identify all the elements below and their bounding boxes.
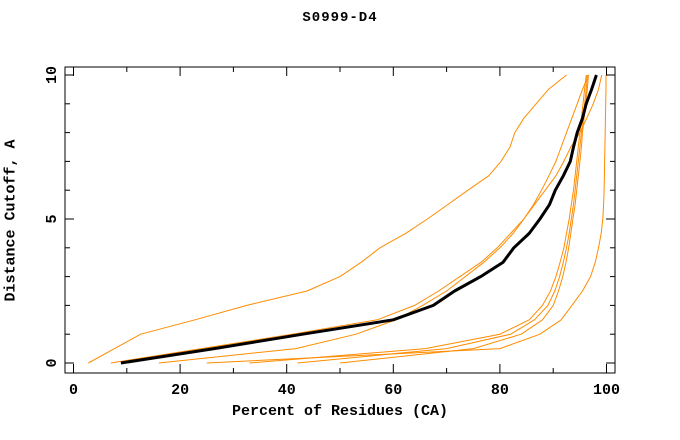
x-axis-label: Percent of Residues (CA) — [231, 403, 449, 420]
y-axis-label: Distance Cutoff, A — [2, 139, 20, 302]
x-tick-label: 20 — [171, 382, 189, 399]
x-tick-label: 100 — [593, 382, 620, 399]
x-tick-label: 60 — [384, 382, 402, 399]
curve-model — [120, 74, 598, 365]
y-tick-label: 5 — [44, 214, 61, 223]
x-tick-label: 40 — [278, 382, 296, 399]
curve-reference-4 — [249, 74, 587, 364]
curve-reference-7 — [206, 75, 607, 364]
curve-reference-1 — [88, 74, 567, 364]
curve-reference-5 — [297, 74, 588, 364]
curve-reference-2 — [110, 74, 603, 364]
y-tick-label: 10 — [44, 66, 61, 84]
x-tick-label: 80 — [491, 382, 509, 399]
curve-reference-6 — [339, 74, 589, 364]
plot-title: S0999-D4 — [302, 10, 378, 26]
y-tick-label: 0 — [44, 358, 61, 367]
x-tick-label: 0 — [69, 382, 78, 399]
